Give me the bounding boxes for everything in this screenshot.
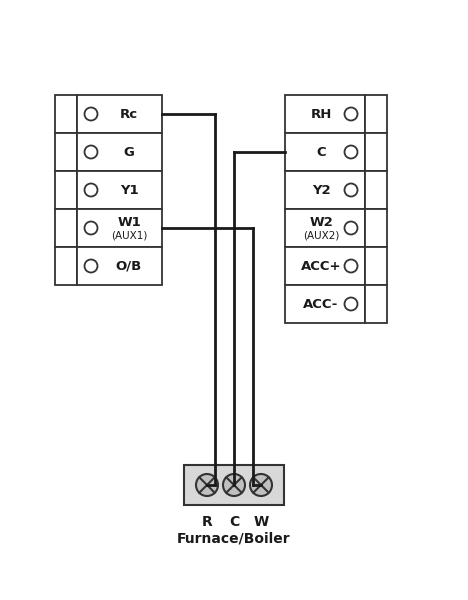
Bar [55,133,77,171]
Text: R: R [202,515,212,529]
Text: (AUX1): (AUX1) [111,230,147,240]
Text: ACC+: ACC+ [301,259,341,272]
Circle shape [344,184,358,196]
Circle shape [250,474,272,496]
Text: G: G [124,145,134,158]
Bar [365,95,387,133]
Bar [77,95,162,133]
Bar [365,209,387,247]
Text: Furnace/Boiler: Furnace/Boiler [177,531,291,545]
Circle shape [344,298,358,311]
Bar [55,209,77,247]
Text: Rc: Rc [120,107,138,121]
Bar [55,171,77,209]
Circle shape [85,107,97,121]
Text: O/B: O/B [116,259,142,272]
Circle shape [85,259,97,272]
Circle shape [344,145,358,158]
Text: W1: W1 [117,215,141,229]
Bar [285,95,365,133]
Bar [365,171,387,209]
Text: ACC-: ACC- [303,298,339,311]
Bar [285,285,365,323]
Circle shape [85,221,97,235]
Bar [365,247,387,285]
Bar [285,133,365,171]
Bar [77,209,162,247]
Circle shape [344,107,358,121]
Text: C: C [229,515,239,529]
Bar [77,247,162,285]
Text: RH: RH [310,107,332,121]
Bar [365,285,387,323]
Circle shape [344,221,358,235]
Bar [285,209,365,247]
Bar [285,247,365,285]
Text: (AUX2): (AUX2) [303,230,339,240]
Circle shape [196,474,218,496]
Bar [285,171,365,209]
Circle shape [85,145,97,158]
Bar [55,95,77,133]
Text: W2: W2 [309,215,333,229]
Circle shape [344,259,358,272]
Bar [77,133,162,171]
Text: Y2: Y2 [312,184,330,196]
Bar [55,247,77,285]
Bar [365,133,387,171]
Circle shape [85,184,97,196]
Text: Y1: Y1 [120,184,139,196]
Circle shape [223,474,245,496]
Bar [184,465,284,505]
Text: C: C [316,145,326,158]
Bar [77,171,162,209]
Text: W: W [253,515,269,529]
